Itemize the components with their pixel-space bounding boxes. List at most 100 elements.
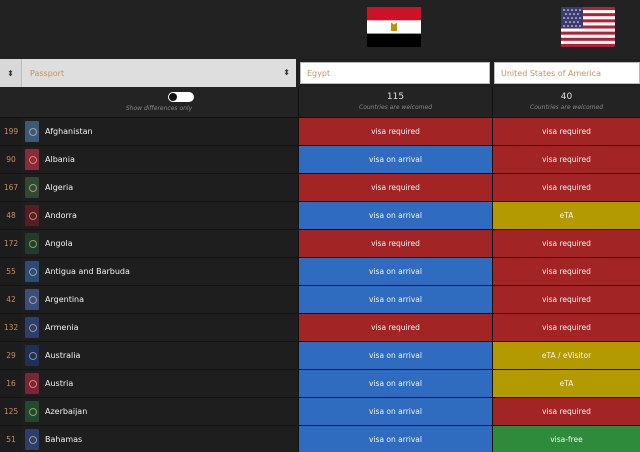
table-row[interactable]: 199 Afghanistan visa required visa required (0, 118, 640, 146)
country-name: Argentina (45, 295, 85, 304)
country-b-visa-status[interactable]: eTA (492, 370, 640, 397)
usa-flag-icon (561, 7, 615, 47)
country-a-visa-status[interactable]: visa on arrival (298, 202, 492, 229)
country-a-visa-status[interactable]: visa on arrival (298, 398, 492, 425)
country-a-visa-status[interactable]: visa on arrival (298, 258, 492, 285)
passport-cell[interactable]: Azerbaijan (22, 398, 298, 425)
country-a-visa-status[interactable]: visa on arrival (298, 286, 492, 313)
country-b-summary: 40 Countries are welcomed (492, 87, 640, 118)
show-differences-toggle[interactable] (168, 92, 194, 102)
table-row[interactable]: 167 Algeria visa required visa required (0, 174, 640, 202)
rank-value: 51 (0, 426, 22, 452)
country-b-visa-status[interactable]: visa required (492, 314, 640, 341)
country-b-visa-status[interactable]: visa required (492, 146, 640, 173)
country-a-count: 115 (386, 92, 405, 102)
table-row[interactable]: 16 Austria visa on arrival eTA (0, 370, 640, 398)
country-a-visa-status[interactable]: visa required (298, 118, 492, 145)
rank-value: 199 (0, 118, 22, 145)
rank-value: 167 (0, 174, 22, 201)
filter-row: ⬍ Passport ⬍ Egypt United States of Amer… (0, 59, 640, 87)
country-a-visa-status[interactable]: visa on arrival (298, 426, 492, 452)
rank-value: 125 (0, 398, 22, 425)
table-row[interactable]: 125 Azerbaijan visa on arrival visa require… (0, 398, 640, 426)
country-b-visa-status[interactable]: visa required (492, 258, 640, 285)
country-name: Andorra (45, 211, 77, 220)
country-name: Afghanistan (45, 127, 93, 136)
country-a-input[interactable]: Egypt (300, 62, 490, 84)
country-name: Australia (45, 351, 81, 360)
country-name: Austria (45, 379, 74, 388)
rank-value: 172 (0, 230, 22, 257)
country-a-visa-status[interactable]: visa required (298, 230, 492, 257)
passport-cover-icon (25, 233, 39, 254)
passport-cell[interactable]: Algeria (22, 174, 298, 201)
rank-value: 29 (0, 342, 22, 369)
country-b-input[interactable]: United States of America (494, 62, 640, 84)
table-row[interactable]: 132 Armenia visa required visa required (0, 314, 640, 342)
country-b-visa-status[interactable]: visa required (492, 286, 640, 313)
table-row[interactable]: 48 Andorra visa on arrival eTA (0, 202, 640, 230)
country-b-visa-status[interactable]: visa required (492, 398, 640, 425)
passport-cell[interactable]: Armenia (22, 314, 298, 341)
country-name: Azerbaijan (45, 407, 88, 416)
passport-cover-icon (25, 149, 39, 170)
rank-value: 90 (0, 146, 22, 173)
passport-cell[interactable]: Australia (22, 342, 298, 369)
toggle-label: Show differences only (125, 105, 193, 112)
passport-cover-icon (25, 345, 39, 366)
country-a-summary: 115 Countries are welcomed (298, 87, 492, 118)
country-b-visa-status[interactable]: eTA (492, 202, 640, 229)
table-row[interactable]: 51 Bahamas visa on arrival visa-free (0, 426, 640, 452)
passport-cover-icon (25, 317, 39, 338)
country-a-visa-status[interactable]: visa required (298, 174, 492, 201)
passport-cell[interactable]: Argentina (22, 286, 298, 313)
comparison-table: 199 Afghanistan visa required visa required… (0, 118, 640, 452)
table-row[interactable]: 90 Albania visa on arrival visa required (0, 146, 640, 174)
passport-cover-icon (25, 429, 39, 450)
passport-cell[interactable]: Antigua and Barbuda (22, 258, 298, 285)
passport-cell[interactable]: Afghanistan (22, 118, 298, 145)
summary-row: Show differences only 115 Countries are … (0, 87, 640, 118)
passport-cover-icon (25, 289, 39, 310)
table-row[interactable]: 29 Australia visa on arrival eTA / eVisitor (0, 342, 640, 370)
passport-cell[interactable]: Bahamas (22, 426, 298, 452)
country-b-visa-status[interactable]: visa-free (492, 426, 640, 452)
country-name: Angola (45, 239, 73, 248)
country-name: Armenia (45, 323, 79, 332)
sort-arrows-icon: ⬍ (7, 68, 14, 78)
country-b-visa-status[interactable]: visa required (492, 230, 640, 257)
country-b-count: 40 (560, 92, 573, 102)
country-a-visa-status[interactable]: visa on arrival (298, 370, 492, 397)
passport-cover-icon (25, 177, 39, 198)
country-name: Algeria (45, 183, 74, 192)
country-b-visa-status[interactable]: eTA / eVisitor (492, 342, 640, 369)
passport-cell[interactable]: Andorra (22, 202, 298, 229)
rank-value: 132 (0, 314, 22, 341)
passport-cover-icon (25, 373, 39, 394)
country-a-count-caption: Countries are welcomed (359, 104, 432, 111)
country-name: Bahamas (45, 435, 83, 444)
passport-cover-icon (25, 205, 39, 226)
table-row[interactable]: 172 Angola visa required visa required (0, 230, 640, 258)
passport-sort-button[interactable]: Passport ⬍ (22, 59, 296, 87)
sort-arrows-icon: ⬍ (283, 68, 290, 77)
table-row[interactable]: 55 Antigua and Barbuda visa on arrival visa… (0, 258, 640, 286)
passport-cell[interactable]: Angola (22, 230, 298, 257)
rank-value: 16 (0, 370, 22, 397)
country-a-visa-status[interactable]: visa required (298, 314, 492, 341)
passport-cell[interactable]: Albania (22, 146, 298, 173)
passport-cell[interactable]: Austria (22, 370, 298, 397)
country-b-visa-status[interactable]: visa required (492, 174, 640, 201)
rank-value: 48 (0, 202, 22, 229)
rank-value: 42 (0, 286, 22, 313)
country-a-visa-status[interactable]: visa on arrival (298, 342, 492, 369)
egypt-flag-icon (367, 7, 421, 47)
passport-cover-icon (25, 261, 39, 282)
rank-sort-button[interactable]: ⬍ (0, 59, 22, 87)
toggle-knob (169, 93, 177, 101)
table-row[interactable]: 42 Argentina visa on arrival visa required (0, 286, 640, 314)
passport-sort-label: Passport (30, 68, 65, 78)
country-name: Albania (45, 155, 75, 164)
country-b-visa-status[interactable]: visa required (492, 118, 640, 145)
country-a-visa-status[interactable]: visa on arrival (298, 146, 492, 173)
